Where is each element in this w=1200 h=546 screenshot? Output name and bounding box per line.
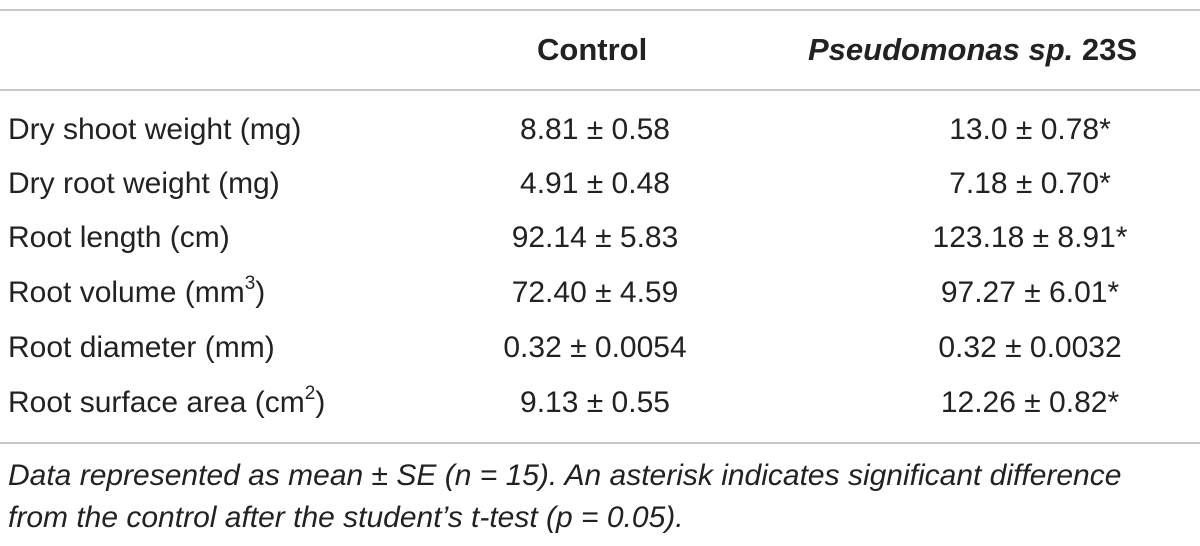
- significance-mark: *: [1107, 276, 1120, 309]
- unit-superscript: 2: [304, 383, 316, 404]
- table-footnote: Data represented as mean ± SE (n = 15). …: [8, 455, 1193, 539]
- table-bottom-rule: [0, 442, 1200, 444]
- row-label-text: Root length (cm): [8, 221, 230, 254]
- treatment-cell: 7.18 ± 0.70*: [880, 157, 1180, 211]
- row-label-text: Dry root weight (mg): [8, 167, 280, 200]
- significance-mark: *: [1115, 221, 1128, 254]
- treatment-value: 7.18 ± 0.70: [949, 167, 1100, 200]
- row-label-text: Root surface area (cm: [8, 386, 305, 419]
- treatment-value: 97.27 ± 6.01: [940, 276, 1108, 309]
- control-value: 92.14 ± 5.83: [511, 221, 679, 254]
- table-row: Root diameter (mm) 0.32 ± 0.0054 0.32 ± …: [0, 321, 1200, 375]
- row-label: Root diameter (mm): [8, 321, 275, 375]
- control-value: 9.13 ± 0.55: [520, 386, 670, 419]
- control-value: 8.81 ± 0.58: [520, 113, 670, 146]
- row-label-end: ): [315, 386, 326, 419]
- unit-superscript: 3: [244, 273, 256, 294]
- treatment-value: 123.18 ± 8.91: [932, 221, 1116, 254]
- treatment-cell: 0.32 ± 0.0032: [880, 321, 1180, 375]
- treatment-cell: 12.26 ± 0.82*: [880, 376, 1180, 430]
- control-value: 72.40 ± 4.59: [511, 276, 679, 309]
- significance-mark: *: [1099, 113, 1111, 146]
- treatment-header-strain: 23S: [1081, 32, 1138, 67]
- row-label-end: ): [255, 276, 266, 309]
- treatment-cell: 97.27 ± 6.01*: [880, 266, 1180, 320]
- footnote-line: Data represented as mean ± SE (n = 15). …: [8, 459, 1122, 492]
- significance-mark: *: [1107, 386, 1120, 419]
- footnote-line: from the control after the student’s t-t…: [8, 501, 684, 534]
- row-label: Root length (cm): [8, 211, 230, 265]
- row-label-text: Dry shoot weight (mg): [8, 113, 302, 146]
- control-value: 0.32 ± 0.0054: [503, 331, 687, 364]
- row-label: Root surface area (cm2): [8, 376, 325, 430]
- table-row: Root surface area (cm2) 9.13 ± 0.55 12.2…: [0, 376, 1200, 430]
- treatment-cell: 123.18 ± 8.91*: [880, 211, 1180, 265]
- column-header-treatment: Pseudomonas sp. 23S: [808, 28, 1137, 72]
- treatment-value: 12.26 ± 0.82: [940, 386, 1108, 419]
- row-label-text: Root diameter (mm): [8, 331, 275, 364]
- table-row: Dry shoot weight (mg) 8.81 ± 0.58 13.0 ±…: [0, 103, 1200, 157]
- table-row: Dry root weight (mg) 4.91 ± 0.48 7.18 ± …: [0, 157, 1200, 211]
- treatment-header-species: Pseudomonas sp.: [808, 32, 1074, 67]
- row-label: Root volume (mm3): [8, 266, 265, 320]
- significance-mark: *: [1099, 167, 1111, 200]
- table-row: Root volume (mm3) 72.40 ± 4.59 97.27 ± 6…: [0, 266, 1200, 320]
- control-header-text: Control: [537, 32, 648, 67]
- table-row: Root length (cm) 92.14 ± 5.83 123.18 ± 8…: [0, 211, 1200, 265]
- row-label: Dry root weight (mg): [8, 157, 280, 211]
- treatment-value: 13.0 ± 0.78: [949, 113, 1100, 146]
- table-top-rule: [0, 9, 1200, 11]
- row-label-text: Root volume (mm: [8, 276, 245, 309]
- header-divider-rule: [0, 89, 1200, 91]
- treatment-value: 0.32 ± 0.0032: [938, 331, 1122, 364]
- control-value: 4.91 ± 0.48: [520, 167, 670, 200]
- row-label: Dry shoot weight (mg): [8, 103, 301, 157]
- treatment-cell: 13.0 ± 0.78*: [880, 103, 1180, 157]
